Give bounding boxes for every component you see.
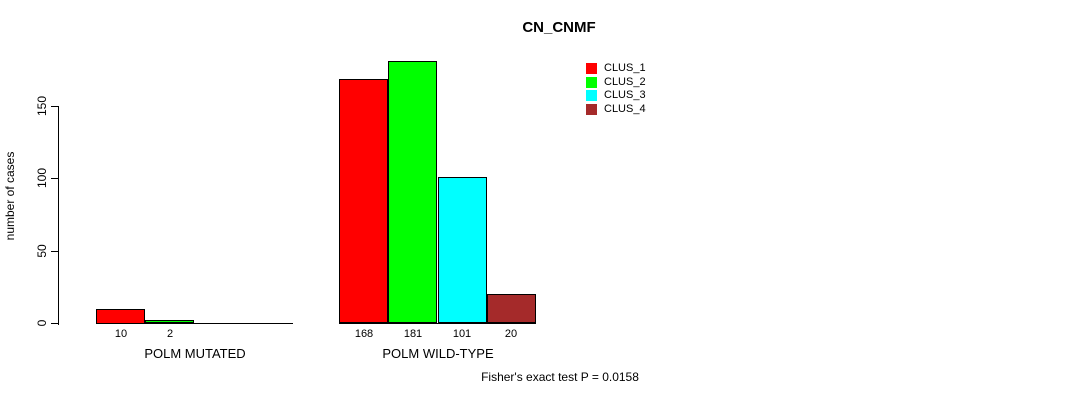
bar-value-label: 10 bbox=[114, 328, 128, 340]
y-tick-label: 150 bbox=[35, 95, 49, 117]
y-axis-line bbox=[58, 106, 59, 325]
legend-label-clus_3: CLUS_3 bbox=[604, 89, 646, 101]
bar-clus_1-group2 bbox=[339, 79, 388, 323]
bar-clus_1-group1 bbox=[96, 309, 145, 324]
bar-clus_2-group2 bbox=[388, 61, 437, 323]
category-label: POLM MUTATED bbox=[144, 346, 246, 361]
y-axis-label: number of cases bbox=[3, 151, 17, 241]
bar-value-label: 181 bbox=[403, 328, 423, 340]
group-baseline bbox=[96, 323, 293, 324]
y-tick-label: 50 bbox=[35, 244, 49, 258]
group-baseline bbox=[339, 323, 536, 324]
bar-value-label: 20 bbox=[504, 328, 518, 340]
bar-value-label: 2 bbox=[166, 328, 174, 340]
y-tick bbox=[51, 178, 58, 179]
legend-swatch-clus_4 bbox=[586, 104, 597, 115]
y-tick bbox=[51, 323, 58, 324]
fisher-test-note: Fisher's exact test P = 0.0158 bbox=[481, 370, 639, 384]
legend-label-clus_1: CLUS_1 bbox=[604, 62, 646, 74]
y-tick-label: 100 bbox=[35, 167, 49, 189]
bar-clus_2-group1 bbox=[145, 320, 194, 323]
legend-label-clus_2: CLUS_2 bbox=[604, 76, 646, 88]
bar-value-label: 101 bbox=[452, 328, 472, 340]
bar-clus_3-group2 bbox=[438, 177, 487, 323]
y-tick bbox=[51, 251, 58, 252]
legend-swatch-clus_3 bbox=[586, 90, 597, 101]
legend-label-clus_4: CLUS_4 bbox=[604, 103, 646, 115]
chart-title: CN_CNMF bbox=[522, 19, 596, 36]
bar-value-label: 168 bbox=[354, 328, 374, 340]
category-label: POLM WILD-TYPE bbox=[382, 346, 494, 361]
y-tick bbox=[51, 106, 58, 107]
legend-swatch-clus_1 bbox=[586, 63, 597, 74]
bar-clus_4-group2 bbox=[487, 294, 536, 323]
legend-swatch-clus_2 bbox=[586, 77, 597, 88]
y-tick-label: 0 bbox=[35, 319, 49, 327]
